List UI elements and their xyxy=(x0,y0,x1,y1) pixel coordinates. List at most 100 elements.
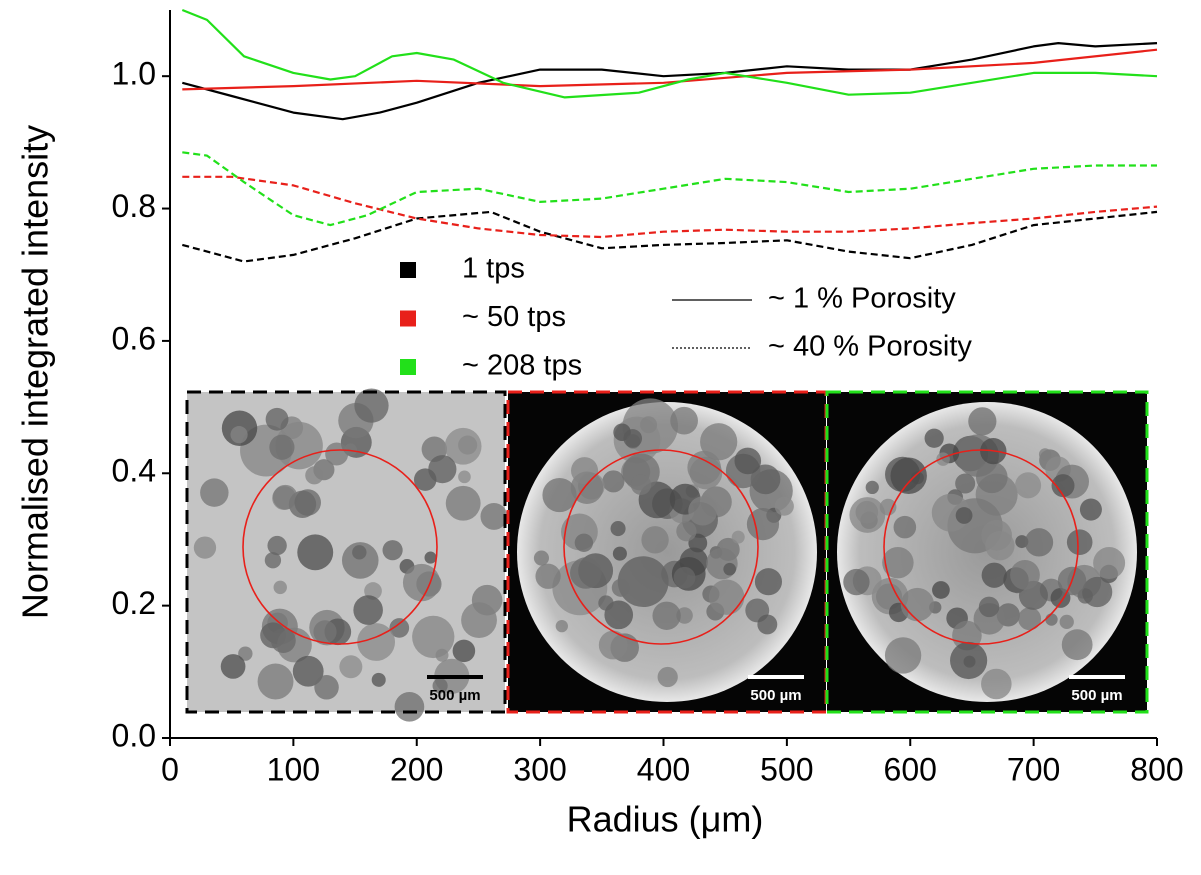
legend-label: 1 tps xyxy=(462,253,525,285)
roi-circle xyxy=(883,449,1079,645)
pore xyxy=(435,648,449,662)
pore xyxy=(257,663,294,700)
legend-label: ~ 40 % Porosity xyxy=(768,331,972,363)
pore xyxy=(706,547,738,580)
pore xyxy=(968,407,997,436)
pore xyxy=(843,568,870,596)
pore xyxy=(452,639,476,663)
pore xyxy=(389,618,410,638)
pore xyxy=(598,630,628,660)
pore xyxy=(294,489,321,516)
pore xyxy=(394,692,425,722)
pore xyxy=(265,407,289,431)
pore xyxy=(612,546,627,561)
y-axis-title: Normalised integrated intensity xyxy=(15,125,56,619)
pore xyxy=(402,563,441,602)
scale-bar-label: 500 µm xyxy=(429,687,480,704)
data-line xyxy=(182,48,1158,91)
pore xyxy=(269,434,295,460)
pore xyxy=(723,562,736,576)
pore xyxy=(890,457,927,494)
y-tick-label: 1.0 xyxy=(112,56,156,92)
roi-circle xyxy=(242,449,438,645)
pore xyxy=(352,545,367,560)
pore xyxy=(610,521,626,537)
pore xyxy=(1010,560,1040,590)
legend-swatch xyxy=(400,262,416,278)
x-tick-label: 600 xyxy=(884,751,937,787)
pore xyxy=(341,542,379,579)
pore xyxy=(574,533,594,552)
pore xyxy=(757,614,778,635)
pore xyxy=(297,534,334,571)
pore xyxy=(734,447,762,475)
pore xyxy=(746,508,780,541)
pore xyxy=(264,552,282,569)
pore xyxy=(754,568,783,596)
pore xyxy=(882,546,914,579)
pore xyxy=(1082,576,1113,608)
pore xyxy=(432,678,448,694)
pore xyxy=(640,416,658,434)
pore xyxy=(344,443,357,457)
y-tick-label: 0.8 xyxy=(112,188,156,224)
pore xyxy=(193,536,217,559)
x-tick-label: 400 xyxy=(637,751,690,787)
pore xyxy=(709,579,745,615)
pore xyxy=(955,507,973,524)
pore xyxy=(339,655,363,679)
data-line xyxy=(182,210,1158,263)
pore xyxy=(975,461,1008,494)
data-line xyxy=(182,175,1158,239)
pore xyxy=(673,566,696,589)
pore xyxy=(230,426,248,444)
pore xyxy=(981,668,1012,700)
pore xyxy=(630,474,652,495)
pore xyxy=(950,641,988,680)
pore xyxy=(480,502,508,530)
pore xyxy=(849,497,886,533)
pore xyxy=(428,455,457,484)
pore xyxy=(305,466,324,485)
y-tick-label: 0.0 xyxy=(112,717,156,753)
pore xyxy=(412,615,455,659)
pore xyxy=(1059,614,1074,630)
inset-border xyxy=(825,390,1149,714)
pore xyxy=(602,470,625,493)
pore xyxy=(1045,613,1058,626)
pore xyxy=(535,563,561,589)
pore xyxy=(623,429,643,448)
pore xyxy=(598,595,614,611)
pore xyxy=(533,550,550,566)
pore xyxy=(461,602,497,639)
pore xyxy=(542,477,577,513)
pore xyxy=(900,587,935,622)
pore xyxy=(325,442,349,466)
pore xyxy=(676,521,697,542)
y-tick-label: 0.6 xyxy=(112,320,156,356)
data-line xyxy=(182,42,1158,121)
pore xyxy=(731,530,745,544)
scale-bar-label: 500 µm xyxy=(750,687,801,704)
pore xyxy=(687,450,721,485)
pore xyxy=(617,556,669,608)
pore xyxy=(865,480,879,495)
pore xyxy=(1066,529,1093,555)
x-tick-label: 700 xyxy=(1007,751,1060,787)
pore xyxy=(220,654,246,679)
y-tick-label: 0.2 xyxy=(112,585,156,621)
pore xyxy=(1051,474,1075,498)
pore xyxy=(445,485,481,521)
inset-border xyxy=(506,390,828,714)
pore xyxy=(700,423,738,461)
pore xyxy=(985,530,1015,561)
x-tick-label: 800 xyxy=(1130,751,1183,787)
data-line xyxy=(182,151,1157,227)
x-tick-label: 0 xyxy=(161,751,179,787)
inset-border xyxy=(185,390,507,714)
pore xyxy=(292,655,324,687)
pore xyxy=(555,619,568,633)
pore xyxy=(272,484,298,510)
